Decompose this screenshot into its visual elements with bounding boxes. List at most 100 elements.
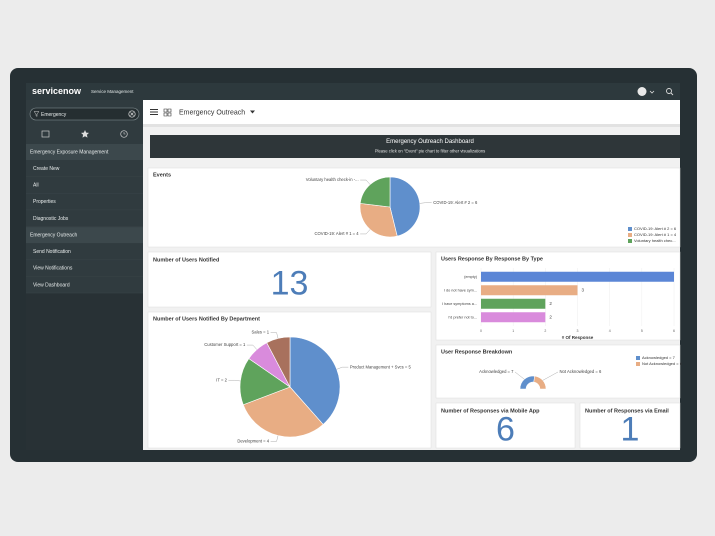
legend-label: Not Acknowledged = 6 (642, 361, 683, 366)
pie-slice[interactable] (389, 176, 421, 237)
bar[interactable] (481, 298, 546, 309)
legend-swatch (628, 239, 632, 243)
leader-line (270, 332, 279, 339)
legend-label: COVID-19: Alert # 1 = 4 (634, 232, 677, 237)
logo: servicenow (32, 86, 82, 96)
widget-title: Number of Users Notified (153, 257, 219, 263)
dashboard-title: Emergency Outreach Dashboard (386, 139, 474, 145)
nav-section (26, 227, 143, 244)
legend-swatch (628, 227, 632, 231)
x-axis-title: # Of Response (562, 335, 594, 340)
search-icon-handle (670, 92, 674, 96)
bar[interactable] (481, 312, 546, 323)
x-tick-label: 4 (609, 329, 611, 333)
slice-label: Voluntary health check-in -... (306, 177, 359, 182)
clear-filter-x (130, 112, 134, 116)
x-tick-label: 3 (577, 329, 579, 333)
pie-slice[interactable] (239, 358, 291, 406)
leader-line (228, 380, 241, 382)
filter-text[interactable]: Emergency (41, 112, 67, 118)
widget-panel (579, 402, 681, 449)
segment-label: Acknowledged = 7 (479, 369, 514, 374)
dashboard-banner (150, 135, 680, 158)
nav-item[interactable]: Diagnostic Jobs (33, 216, 69, 222)
x-tick-label: 6 (673, 329, 675, 333)
data-label: 2 (549, 314, 552, 319)
slice-label: Product Management + Svcs = 5 (350, 364, 412, 369)
legend-label: COVID-19: Alert # 2 = 6 (634, 226, 677, 231)
legend-swatch (636, 362, 640, 366)
data-label: 2 (549, 301, 552, 306)
legend-label: Acknowledged = 7 (642, 355, 676, 360)
clear-filter[interactable] (128, 110, 136, 118)
nav-section-title: Emergency Exposure Management (30, 149, 109, 155)
filter-input[interactable] (29, 107, 140, 121)
slice-label: COVID-19: Alert # 1 = 4 (315, 231, 360, 236)
category-label: (empty) (464, 275, 478, 279)
pie-slice[interactable] (359, 176, 391, 208)
widget-title: Number of Users Notified By Department (153, 316, 260, 322)
score-value: 6 (496, 410, 515, 448)
x-tick-label: 2 (544, 329, 546, 333)
search-icon[interactable] (666, 88, 672, 94)
pie-slice[interactable] (359, 203, 398, 238)
nav-item[interactable]: View Notifications (33, 266, 73, 272)
leader-line (336, 366, 349, 370)
nav-item[interactable]: View Dashboard (33, 282, 70, 288)
pie-slice[interactable] (242, 386, 324, 438)
leader-line (514, 371, 525, 380)
pie-slice[interactable] (289, 336, 341, 425)
toolbar-title[interactable]: Emergency Outreach (179, 109, 245, 116)
favorites-tab[interactable] (81, 130, 89, 138)
category-label: I have symptoms a... (442, 302, 477, 306)
nav-item[interactable]: Create New (33, 166, 60, 172)
x-tick-label: 5 (641, 329, 643, 333)
avatar-caret[interactable] (649, 90, 655, 94)
leader-line (360, 179, 371, 185)
widget-title: Number of Responses via Mobile App (441, 408, 540, 414)
leader-line (419, 202, 432, 204)
menu-icon[interactable] (150, 109, 158, 115)
score-value: 1 (621, 410, 640, 448)
widget-title: Events (153, 172, 171, 178)
category-label: I do not have sym... (444, 288, 477, 292)
widget-title: Number of Responses via Email (585, 408, 669, 414)
leader-line (542, 371, 559, 381)
filter-icon (33, 111, 40, 118)
product-name: Service Management (91, 89, 134, 94)
toolbar-shadow (143, 124, 680, 127)
history-tab[interactable] (120, 130, 128, 138)
legend-label: Voluntary health chec... (634, 238, 676, 243)
bar[interactable] (481, 271, 674, 282)
score-value: 13 (271, 264, 309, 302)
avatar[interactable] (637, 87, 647, 96)
toolbar-caret[interactable] (250, 110, 255, 114)
bar[interactable] (481, 285, 578, 296)
nav-item[interactable]: Properties (33, 199, 56, 205)
widget-title: Users Response By Response By Type (441, 256, 543, 262)
nav-item[interactable]: All (33, 183, 39, 189)
pie-slice[interactable] (266, 336, 291, 388)
grid-icon[interactable] (163, 108, 172, 117)
history-hands (123, 132, 126, 135)
nav-menu (26, 100, 143, 293)
segment-label: Not Acknowledged = 6 (560, 369, 602, 374)
data-label: 3 (582, 287, 585, 292)
leader-line (270, 435, 279, 442)
nav-section-title: Emergency Outreach (30, 232, 77, 238)
slice-label: Sales = 1 (252, 330, 270, 335)
nav-section (26, 144, 143, 160)
slice-label: IT = 2 (216, 377, 227, 382)
category-label: I'd prefer not to... (448, 315, 477, 319)
widget-panel (147, 251, 432, 308)
all-apps-tab[interactable] (41, 130, 50, 138)
leader-line (246, 344, 257, 350)
widget-panel (435, 251, 681, 341)
widget-panel (435, 344, 681, 399)
donut-segment[interactable] (533, 375, 547, 390)
nav-item[interactable]: Send Notification (33, 249, 71, 255)
legend-swatch (628, 233, 632, 237)
